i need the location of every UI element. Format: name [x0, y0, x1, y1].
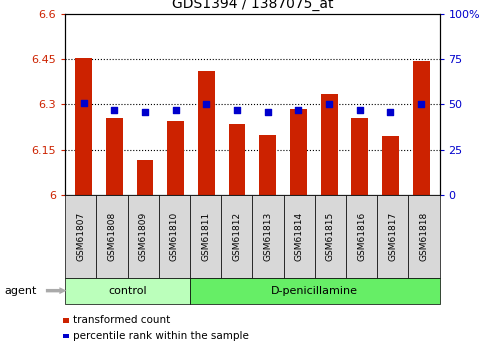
Text: percentile rank within the sample: percentile rank within the sample: [73, 331, 249, 341]
Bar: [321, 94, 338, 195]
Point: [264, 109, 271, 115]
Bar: [290, 109, 307, 195]
Text: GSM61814: GSM61814: [295, 212, 304, 261]
Text: GSM61813: GSM61813: [263, 212, 272, 261]
Point: [111, 107, 118, 112]
Point: [386, 109, 394, 115]
Text: GSM61815: GSM61815: [326, 212, 335, 261]
Text: transformed count: transformed count: [73, 315, 170, 325]
Text: GSM61816: GSM61816: [357, 212, 366, 261]
Bar: [412, 61, 429, 195]
Text: D-penicillamine: D-penicillamine: [271, 286, 358, 296]
Point: [202, 101, 210, 107]
Bar: [75, 58, 92, 195]
Point: [417, 101, 425, 107]
Point: [80, 100, 87, 105]
Bar: [137, 160, 154, 195]
Text: control: control: [108, 286, 147, 296]
Point: [356, 107, 364, 112]
Bar: [259, 135, 276, 195]
Point: [295, 107, 302, 112]
Text: GSM61812: GSM61812: [232, 212, 242, 261]
Title: GDS1394 / 1387075_at: GDS1394 / 1387075_at: [171, 0, 333, 11]
Text: GSM61818: GSM61818: [419, 212, 428, 261]
Text: GSM61811: GSM61811: [201, 212, 210, 261]
Text: agent: agent: [5, 286, 37, 296]
Text: GSM61807: GSM61807: [76, 212, 85, 261]
Bar: [198, 71, 215, 195]
Text: GSM61817: GSM61817: [388, 212, 397, 261]
Bar: [351, 118, 368, 195]
Text: GSM61810: GSM61810: [170, 212, 179, 261]
Text: GSM61809: GSM61809: [139, 212, 148, 261]
Text: GSM61808: GSM61808: [108, 212, 116, 261]
Bar: [228, 124, 245, 195]
Bar: [382, 136, 399, 195]
Point: [233, 107, 241, 112]
Bar: [106, 118, 123, 195]
Point: [325, 101, 333, 107]
Point: [172, 107, 180, 112]
Point: [141, 109, 149, 115]
Bar: [167, 121, 184, 195]
